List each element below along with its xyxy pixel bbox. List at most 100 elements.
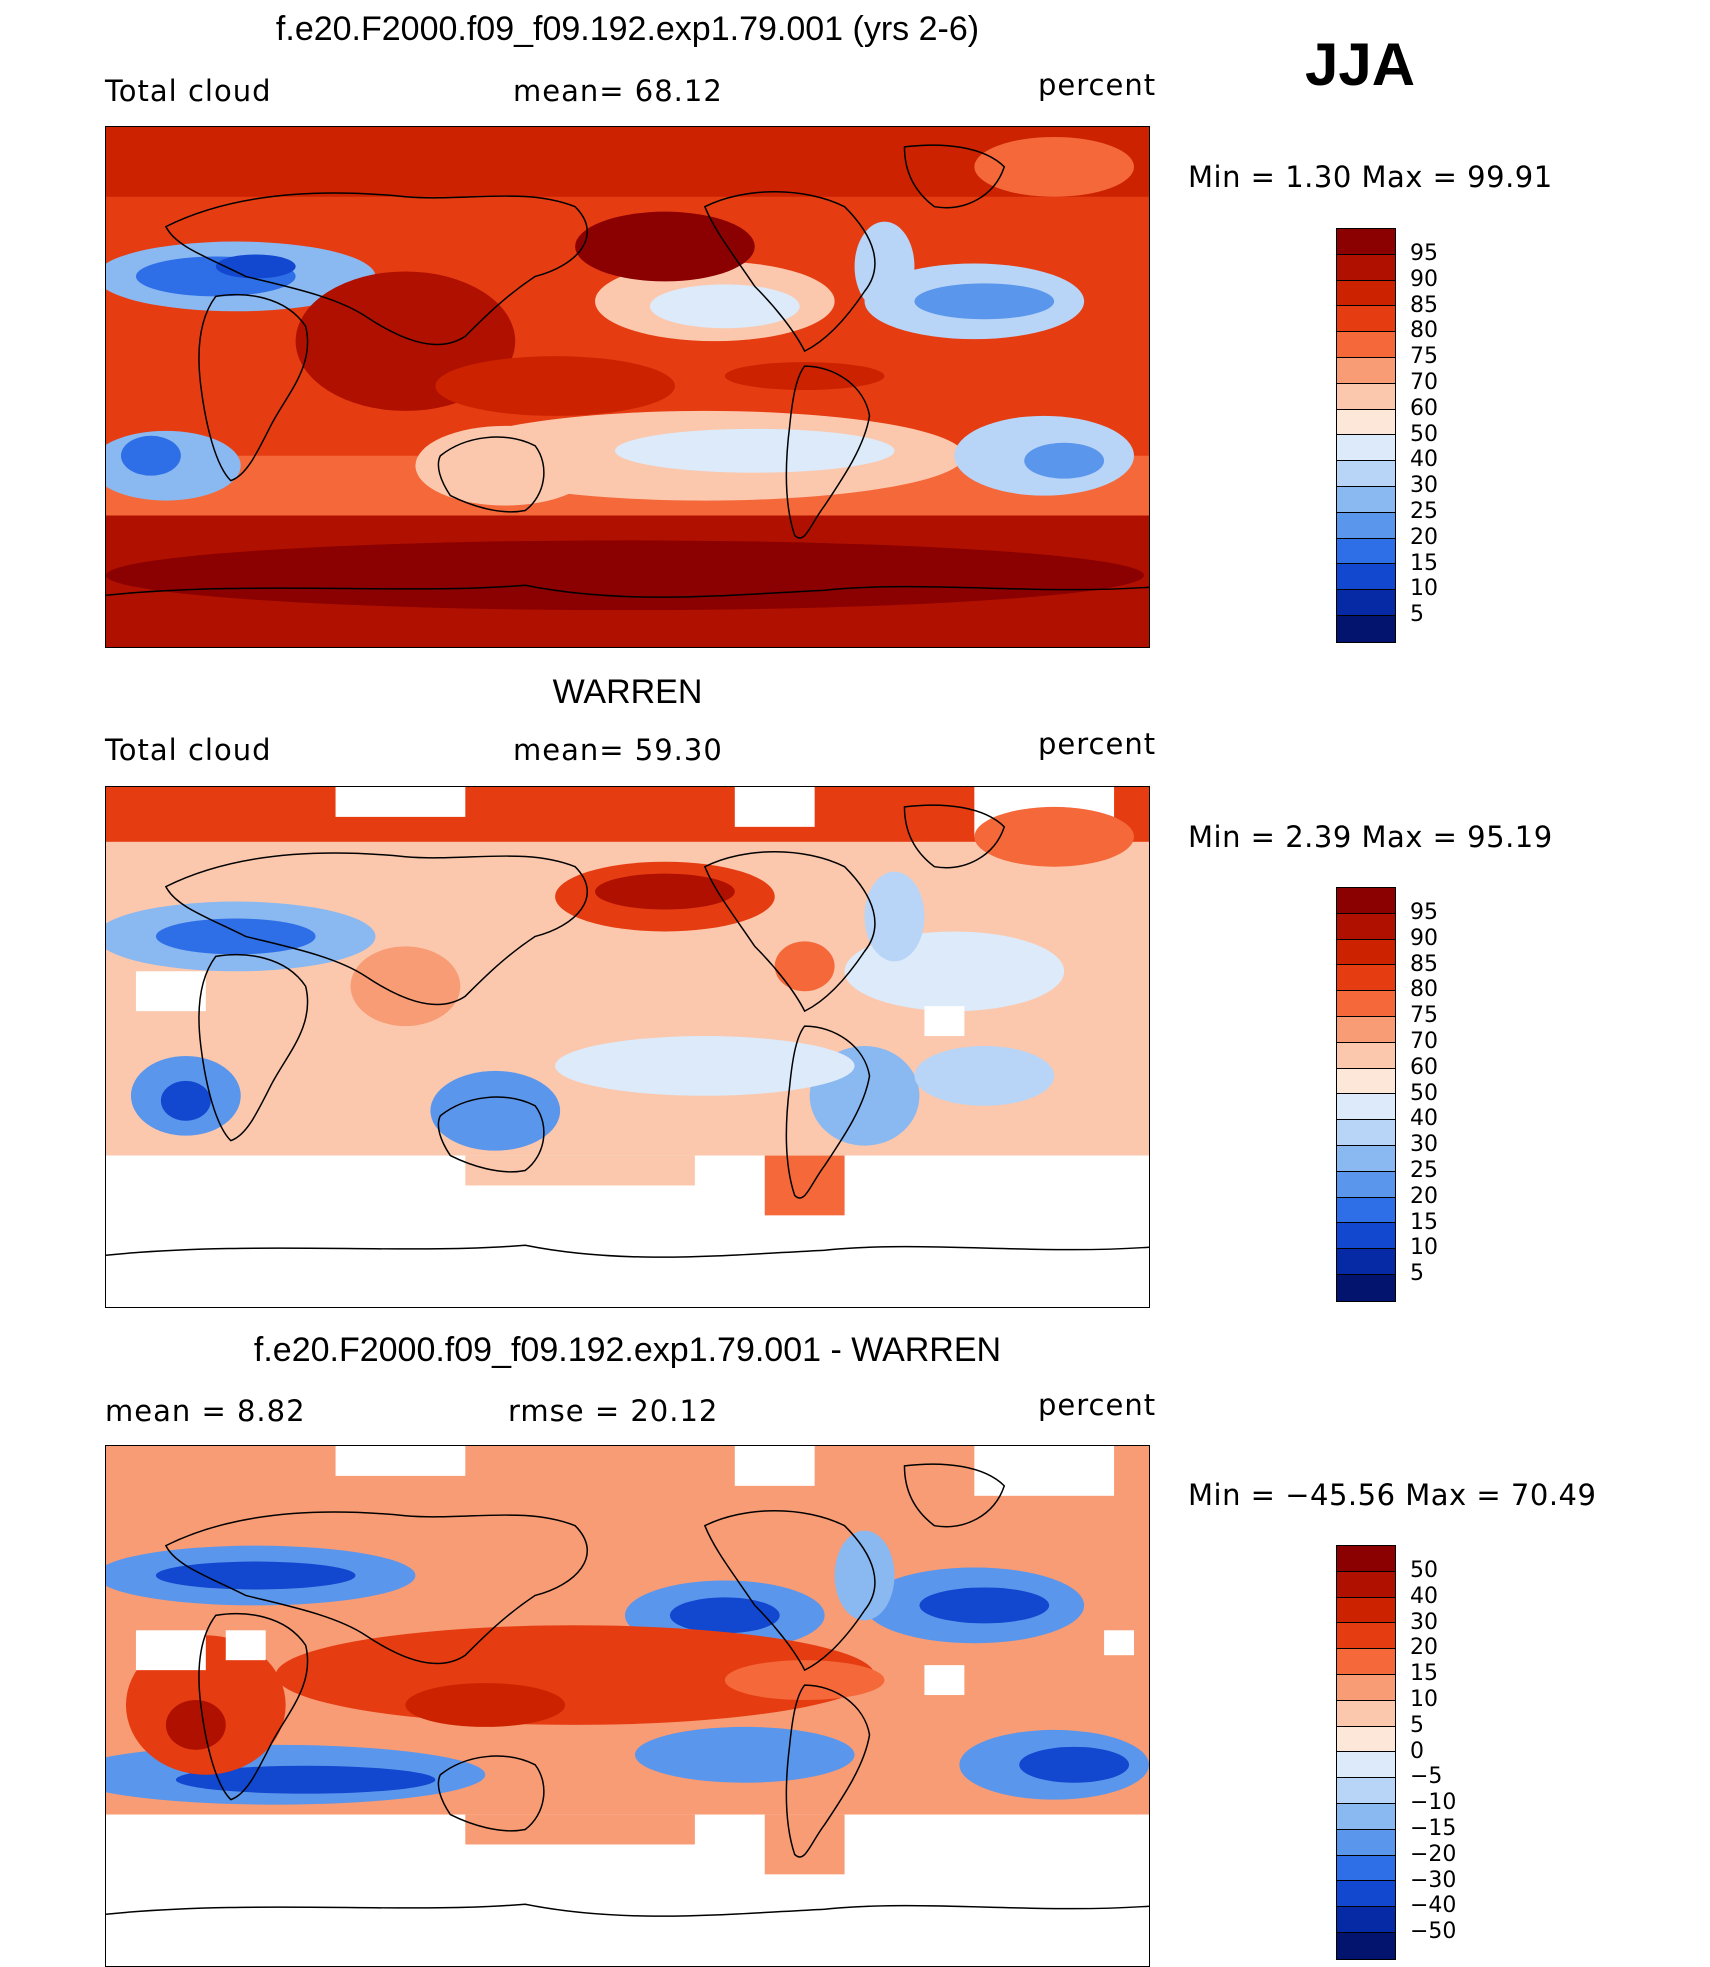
colorbar-swatch bbox=[1337, 461, 1395, 487]
colorbar-swatch bbox=[1337, 229, 1395, 255]
colorbar-swatch bbox=[1337, 409, 1395, 436]
panel1-mean-label: mean= 68.12 bbox=[513, 74, 723, 108]
colorbar-swatch bbox=[1337, 1145, 1395, 1172]
panel2-colorbar bbox=[1336, 887, 1396, 1302]
colorbar-swatch bbox=[1337, 1726, 1395, 1753]
colorbar-swatch bbox=[1337, 1068, 1395, 1095]
colorbar-label: 30 bbox=[1410, 1609, 1438, 1635]
colorbar-label: 80 bbox=[1410, 318, 1438, 344]
colorbar-label: −10 bbox=[1410, 1790, 1457, 1816]
colorbar-swatch bbox=[1337, 1249, 1395, 1275]
colorbar-swatch bbox=[1337, 615, 1395, 642]
panel2-map bbox=[105, 786, 1150, 1308]
colorbar-label: 5 bbox=[1410, 602, 1424, 628]
colorbar-swatch bbox=[1337, 1907, 1395, 1933]
colorbar-swatch bbox=[1337, 564, 1395, 591]
colorbar-swatch bbox=[1337, 965, 1395, 992]
panel1-minmax-label: Min = 1.30 Max = 99.91 bbox=[1188, 160, 1553, 194]
colorbar-swatch bbox=[1337, 512, 1395, 539]
colorbar-label: −15 bbox=[1410, 1815, 1457, 1841]
colorbar-label: −20 bbox=[1410, 1841, 1457, 1867]
panel2-title: WARREN bbox=[552, 673, 703, 711]
colorbar-label: 90 bbox=[1410, 266, 1438, 292]
colorbar-label: 75 bbox=[1410, 344, 1438, 370]
colorbar-label: 10 bbox=[1410, 1235, 1438, 1261]
colorbar-swatch bbox=[1337, 1649, 1395, 1675]
season-label: JJA bbox=[1305, 31, 1416, 98]
colorbar-swatch bbox=[1337, 357, 1395, 384]
colorbar-label: −30 bbox=[1410, 1867, 1457, 1893]
panel1-colorbar-labels: 95 90 85 80 75 70 60 50 40 30 25 20 15 10 5 bbox=[1410, 241, 1438, 628]
colorbar-swatch bbox=[1337, 1274, 1395, 1301]
colorbar-label: 80 bbox=[1410, 977, 1438, 1003]
colorbar-label: 20 bbox=[1410, 1635, 1438, 1661]
panel2-minmax-label: Min = 2.39 Max = 95.19 bbox=[1188, 820, 1553, 854]
panel3-title: f.e20.F2000.f09_f09.192.exp1.79.001 - WA… bbox=[253, 1331, 1002, 1369]
colorbar-label: −50 bbox=[1410, 1919, 1457, 1945]
colorbar-label: 5 bbox=[1410, 1712, 1424, 1738]
colorbar-label: 5 bbox=[1410, 1261, 1424, 1287]
colorbar-label: 60 bbox=[1410, 395, 1438, 421]
panel3-colorbar bbox=[1336, 1545, 1396, 1960]
panel3-minmax-label: Min = −45.56 Max = 70.49 bbox=[1188, 1478, 1597, 1512]
colorbar-label: 40 bbox=[1410, 1583, 1438, 1609]
colorbar-swatch bbox=[1337, 1197, 1395, 1224]
colorbar-label: −40 bbox=[1410, 1893, 1457, 1919]
colorbar-swatch bbox=[1337, 1855, 1395, 1882]
colorbar-label: 0 bbox=[1410, 1738, 1424, 1764]
colorbar-label: 50 bbox=[1410, 421, 1438, 447]
colorbar-swatch bbox=[1337, 1016, 1395, 1043]
colorbar-label: 85 bbox=[1410, 951, 1438, 977]
colorbar-label: 95 bbox=[1410, 900, 1438, 925]
panel1-colorbar bbox=[1336, 228, 1396, 643]
panel2-mean-label: mean= 59.30 bbox=[513, 733, 723, 767]
colorbar-swatch bbox=[1337, 1546, 1395, 1572]
colorbar-label: 40 bbox=[1410, 1106, 1438, 1132]
panel3-units-label: percent bbox=[1038, 1388, 1157, 1422]
colorbar-swatch bbox=[1337, 1803, 1395, 1830]
colorbar-label: 95 bbox=[1410, 241, 1438, 266]
panel2-colorbar-labels: 95 90 85 80 75 70 60 50 40 30 25 20 15 10 5 bbox=[1410, 900, 1438, 1287]
colorbar-swatch bbox=[1337, 1700, 1395, 1727]
colorbar-swatch bbox=[1337, 1597, 1395, 1624]
colorbar-label: 10 bbox=[1410, 1686, 1438, 1712]
colorbar-label: 15 bbox=[1410, 1661, 1438, 1687]
panel2-units-label: percent bbox=[1038, 727, 1157, 761]
colorbar-label: −5 bbox=[1410, 1764, 1443, 1790]
colorbar-swatch bbox=[1337, 1881, 1395, 1908]
panel3-map bbox=[105, 1445, 1150, 1967]
panel3-mean-label: mean = 8.82 bbox=[105, 1394, 306, 1428]
colorbar-swatch bbox=[1337, 1094, 1395, 1121]
panel1-title: f.e20.F2000.f09_f09.192.exp1.79.001 (yrs… bbox=[275, 10, 980, 48]
colorbar-swatch bbox=[1337, 254, 1395, 281]
colorbar-swatch bbox=[1337, 939, 1395, 966]
colorbar-swatch bbox=[1337, 435, 1395, 462]
colorbar-swatch bbox=[1337, 1223, 1395, 1250]
colorbar-swatch bbox=[1337, 1829, 1395, 1856]
colorbar-label: 90 bbox=[1410, 925, 1438, 951]
panel1-units-label: percent bbox=[1038, 68, 1157, 102]
colorbar-swatch bbox=[1337, 383, 1395, 410]
colorbar-label: 30 bbox=[1410, 473, 1438, 499]
colorbar-label: 25 bbox=[1410, 1157, 1438, 1183]
panel1-variable-label: Total cloud bbox=[105, 74, 272, 108]
colorbar-swatch bbox=[1337, 332, 1395, 358]
colorbar-label: 50 bbox=[1410, 1558, 1438, 1583]
colorbar-label: 85 bbox=[1410, 292, 1438, 318]
panel2-variable-label: Total cloud bbox=[105, 733, 272, 767]
colorbar-swatch bbox=[1337, 1623, 1395, 1650]
colorbar-swatch bbox=[1337, 1752, 1395, 1779]
colorbar-label: 30 bbox=[1410, 1132, 1438, 1158]
colorbar-swatch bbox=[1337, 1571, 1395, 1598]
colorbar-swatch bbox=[1337, 280, 1395, 307]
panel1-map bbox=[105, 126, 1150, 648]
colorbar-swatch bbox=[1337, 913, 1395, 940]
colorbar-swatch bbox=[1337, 486, 1395, 513]
colorbar-swatch bbox=[1337, 1042, 1395, 1069]
panel3-rmse-label: rmse = 20.12 bbox=[508, 1394, 719, 1428]
colorbar-label: 20 bbox=[1410, 524, 1438, 550]
colorbar-swatch bbox=[1337, 1171, 1395, 1198]
colorbar-swatch bbox=[1337, 538, 1395, 565]
colorbar-label: 10 bbox=[1410, 576, 1438, 602]
colorbar-label: 50 bbox=[1410, 1080, 1438, 1106]
